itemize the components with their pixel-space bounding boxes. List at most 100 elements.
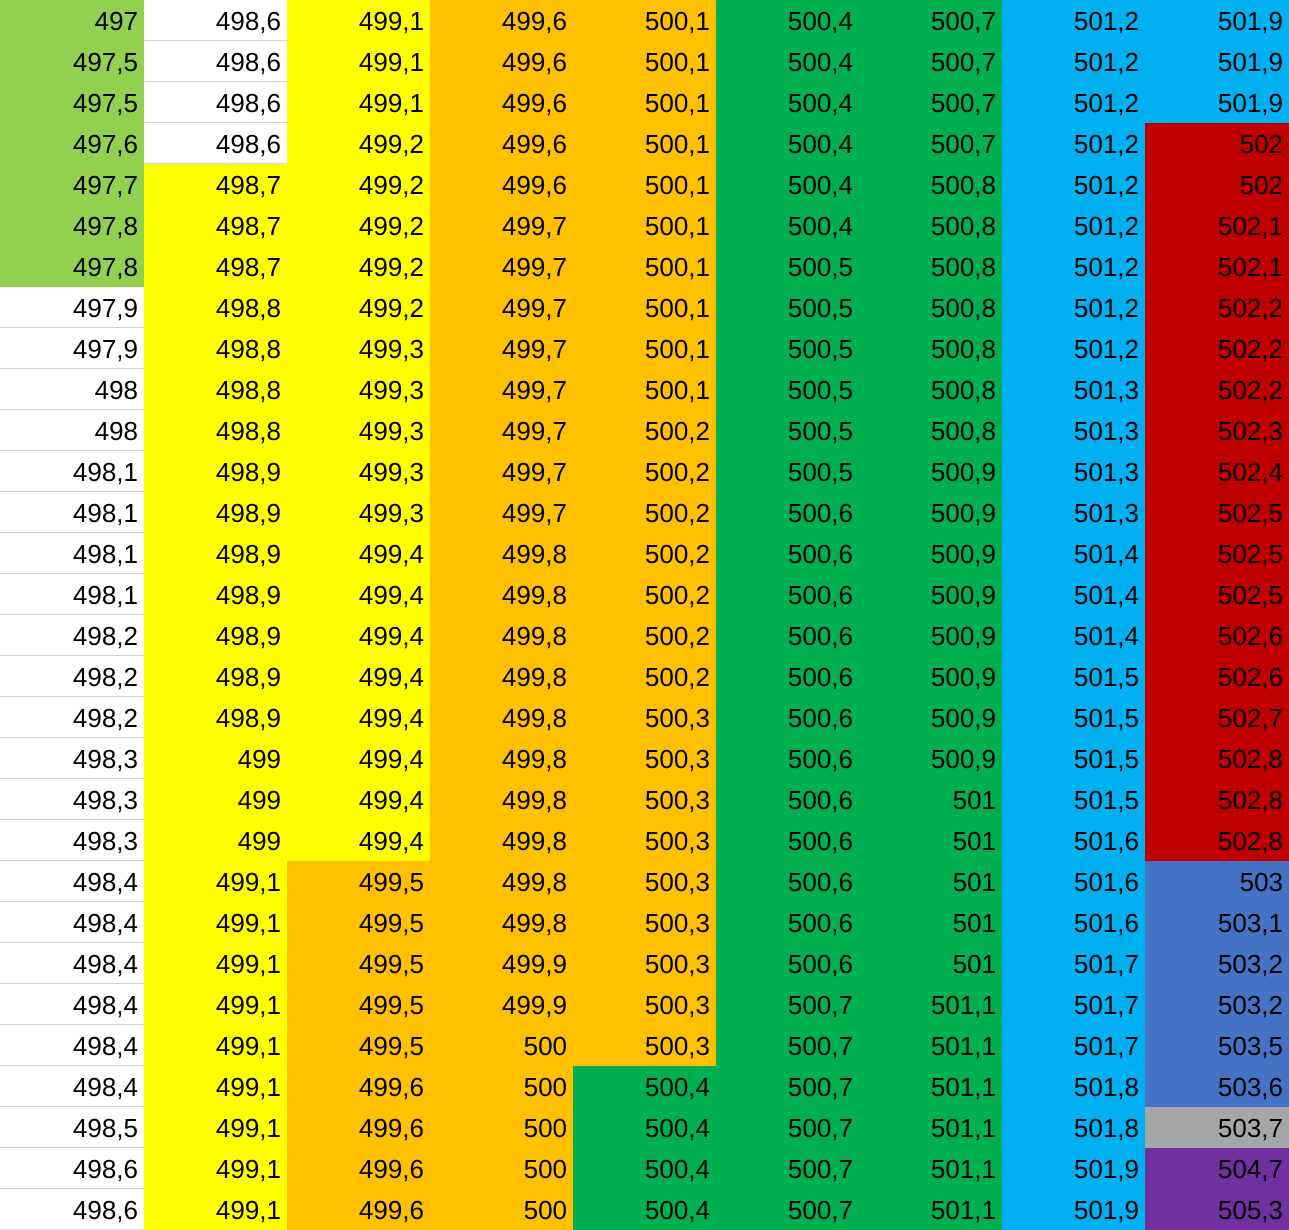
cell[interactable]: 501 <box>859 779 1002 820</box>
cell[interactable]: 502,2 <box>1145 287 1289 328</box>
cell[interactable]: 498,2 <box>0 697 144 738</box>
cell[interactable]: 498,3 <box>0 820 144 861</box>
cell[interactable]: 501,6 <box>1002 820 1145 861</box>
cell[interactable]: 501,9 <box>1002 1189 1145 1230</box>
cell[interactable]: 501,9 <box>1145 82 1289 123</box>
cell[interactable]: 500 <box>430 1107 573 1148</box>
cell[interactable]: 500,4 <box>573 1189 716 1230</box>
cell[interactable]: 502,4 <box>1145 451 1289 492</box>
cell[interactable]: 501,2 <box>1002 246 1145 287</box>
cell[interactable]: 501,2 <box>1002 41 1145 82</box>
cell[interactable]: 497,7 <box>0 164 144 205</box>
cell[interactable]: 499,8 <box>430 574 573 615</box>
cell[interactable]: 501,3 <box>1002 492 1145 533</box>
cell[interactable]: 500 <box>430 1025 573 1066</box>
cell[interactable]: 500,3 <box>573 779 716 820</box>
cell[interactable]: 499,2 <box>287 205 430 246</box>
cell[interactable]: 497 <box>0 0 144 41</box>
cell[interactable]: 500,4 <box>716 41 859 82</box>
cell[interactable]: 500 <box>430 1148 573 1189</box>
cell[interactable]: 500,5 <box>716 451 859 492</box>
cell[interactable]: 500,5 <box>716 246 859 287</box>
cell[interactable]: 499,6 <box>430 41 573 82</box>
cell[interactable]: 498,4 <box>0 943 144 984</box>
cell[interactable]: 501,4 <box>1002 615 1145 656</box>
cell[interactable]: 503,5 <box>1145 1025 1289 1066</box>
cell[interactable]: 501,1 <box>859 1107 1002 1148</box>
cell[interactable]: 499,2 <box>287 164 430 205</box>
cell[interactable]: 498,1 <box>0 574 144 615</box>
cell[interactable]: 502,2 <box>1145 369 1289 410</box>
cell[interactable]: 498,9 <box>144 533 287 574</box>
cell[interactable]: 501,3 <box>1002 451 1145 492</box>
cell[interactable]: 498,8 <box>144 287 287 328</box>
cell[interactable]: 501,2 <box>1002 205 1145 246</box>
cell[interactable]: 499,2 <box>287 287 430 328</box>
cell[interactable]: 499 <box>144 738 287 779</box>
cell[interactable]: 498,8 <box>144 410 287 451</box>
cell[interactable]: 500,7 <box>859 0 1002 41</box>
cell[interactable]: 500,8 <box>859 246 1002 287</box>
cell[interactable]: 500,6 <box>716 574 859 615</box>
cell[interactable]: 502,5 <box>1145 533 1289 574</box>
cell[interactable]: 499,4 <box>287 574 430 615</box>
cell[interactable]: 500,1 <box>573 164 716 205</box>
cell[interactable]: 500,8 <box>859 287 1002 328</box>
cell[interactable]: 501,1 <box>859 1066 1002 1107</box>
cell[interactable]: 499,8 <box>430 697 573 738</box>
cell[interactable]: 499,8 <box>430 533 573 574</box>
cell[interactable]: 499,1 <box>144 1066 287 1107</box>
cell[interactable]: 499,3 <box>287 369 430 410</box>
cell[interactable]: 500,2 <box>573 656 716 697</box>
cell[interactable]: 499,1 <box>287 82 430 123</box>
cell[interactable]: 503,6 <box>1145 1066 1289 1107</box>
cell[interactable]: 499 <box>144 779 287 820</box>
cell[interactable]: 498,4 <box>0 861 144 902</box>
cell[interactable]: 501,8 <box>1002 1107 1145 1148</box>
cell[interactable]: 498,5 <box>0 1107 144 1148</box>
cell[interactable]: 499,2 <box>287 123 430 164</box>
cell[interactable]: 499,7 <box>430 410 573 451</box>
cell[interactable]: 499,1 <box>144 943 287 984</box>
cell[interactable]: 503,1 <box>1145 902 1289 943</box>
cell[interactable]: 502,7 <box>1145 697 1289 738</box>
cell[interactable]: 500,7 <box>716 1189 859 1230</box>
cell[interactable]: 500,6 <box>716 697 859 738</box>
cell[interactable]: 500,6 <box>716 738 859 779</box>
cell[interactable]: 499,6 <box>430 0 573 41</box>
cell[interactable]: 502,6 <box>1145 656 1289 697</box>
cell[interactable]: 500,9 <box>859 656 1002 697</box>
cell[interactable]: 500,6 <box>716 943 859 984</box>
cell[interactable]: 500,2 <box>573 615 716 656</box>
cell[interactable]: 501,5 <box>1002 779 1145 820</box>
cell[interactable]: 500,1 <box>573 82 716 123</box>
cell[interactable]: 499,3 <box>287 451 430 492</box>
cell[interactable]: 501,5 <box>1002 656 1145 697</box>
cell[interactable]: 498,9 <box>144 656 287 697</box>
cell[interactable]: 498,2 <box>0 656 144 697</box>
cell[interactable]: 498,1 <box>0 451 144 492</box>
cell[interactable]: 505,3 <box>1145 1189 1289 1230</box>
cell[interactable]: 499,7 <box>430 246 573 287</box>
cell[interactable]: 500,9 <box>859 697 1002 738</box>
cell[interactable]: 499,8 <box>430 656 573 697</box>
cell[interactable]: 500,9 <box>859 615 1002 656</box>
cell[interactable]: 500,1 <box>573 205 716 246</box>
cell[interactable]: 501,8 <box>1002 1066 1145 1107</box>
cell[interactable]: 499,7 <box>430 369 573 410</box>
cell[interactable]: 498,1 <box>0 492 144 533</box>
cell[interactable]: 499,1 <box>144 984 287 1025</box>
cell[interactable]: 499,7 <box>430 451 573 492</box>
cell[interactable]: 500,1 <box>573 41 716 82</box>
cell[interactable]: 501,1 <box>859 1148 1002 1189</box>
cell[interactable]: 502,3 <box>1145 410 1289 451</box>
cell[interactable]: 500,5 <box>716 287 859 328</box>
cell[interactable]: 497,9 <box>0 287 144 328</box>
cell[interactable]: 499,3 <box>287 492 430 533</box>
cell[interactable]: 500,1 <box>573 246 716 287</box>
cell[interactable]: 500,3 <box>573 697 716 738</box>
cell[interactable]: 501,5 <box>1002 738 1145 779</box>
cell[interactable]: 497,5 <box>0 41 144 82</box>
cell[interactable]: 501,1 <box>859 1025 1002 1066</box>
cell[interactable]: 499,7 <box>430 492 573 533</box>
